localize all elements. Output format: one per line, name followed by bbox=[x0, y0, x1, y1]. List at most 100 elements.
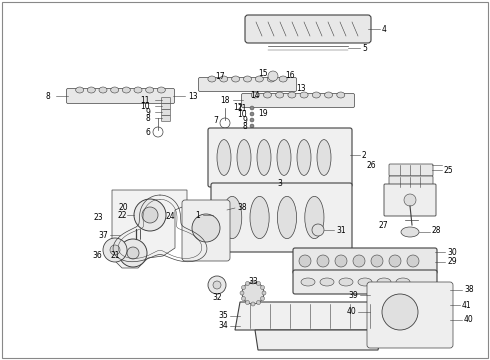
Text: 10: 10 bbox=[140, 102, 150, 111]
Circle shape bbox=[245, 301, 249, 305]
Text: 20: 20 bbox=[119, 202, 128, 212]
Ellipse shape bbox=[232, 76, 240, 82]
Text: 40: 40 bbox=[346, 307, 356, 316]
Text: 21: 21 bbox=[111, 252, 120, 261]
Circle shape bbox=[268, 71, 278, 81]
FancyBboxPatch shape bbox=[162, 116, 171, 122]
Text: 13: 13 bbox=[296, 84, 306, 93]
Circle shape bbox=[250, 106, 254, 110]
Circle shape bbox=[127, 247, 139, 259]
Polygon shape bbox=[235, 302, 400, 330]
Ellipse shape bbox=[337, 92, 345, 98]
Ellipse shape bbox=[297, 140, 311, 175]
FancyBboxPatch shape bbox=[162, 98, 171, 104]
Circle shape bbox=[192, 214, 220, 242]
FancyBboxPatch shape bbox=[198, 77, 296, 91]
Text: 9: 9 bbox=[145, 108, 150, 117]
Text: 2: 2 bbox=[362, 150, 367, 159]
Ellipse shape bbox=[87, 87, 96, 93]
Circle shape bbox=[389, 255, 401, 267]
Ellipse shape bbox=[339, 278, 353, 286]
Circle shape bbox=[213, 281, 221, 289]
Circle shape bbox=[353, 255, 365, 267]
FancyBboxPatch shape bbox=[389, 164, 433, 176]
Ellipse shape bbox=[301, 278, 315, 286]
FancyBboxPatch shape bbox=[384, 184, 436, 216]
Ellipse shape bbox=[75, 87, 84, 93]
FancyBboxPatch shape bbox=[211, 183, 352, 252]
Circle shape bbox=[242, 285, 245, 289]
Text: 28: 28 bbox=[432, 225, 441, 234]
Ellipse shape bbox=[312, 92, 320, 98]
Text: 34: 34 bbox=[218, 321, 228, 330]
Circle shape bbox=[208, 276, 226, 294]
Circle shape bbox=[245, 282, 249, 285]
PathPatch shape bbox=[112, 190, 187, 268]
Ellipse shape bbox=[358, 278, 372, 286]
Ellipse shape bbox=[244, 76, 251, 82]
Text: 31: 31 bbox=[336, 225, 345, 234]
Circle shape bbox=[407, 255, 419, 267]
Text: 33: 33 bbox=[248, 276, 258, 285]
Ellipse shape bbox=[305, 196, 324, 239]
Text: 25: 25 bbox=[444, 166, 454, 175]
FancyBboxPatch shape bbox=[245, 15, 371, 43]
Circle shape bbox=[134, 199, 166, 231]
Ellipse shape bbox=[300, 92, 308, 98]
Text: 37: 37 bbox=[98, 230, 108, 239]
Circle shape bbox=[261, 285, 265, 289]
Circle shape bbox=[317, 255, 329, 267]
Circle shape bbox=[371, 255, 383, 267]
Ellipse shape bbox=[208, 76, 216, 82]
Circle shape bbox=[240, 291, 244, 295]
Ellipse shape bbox=[99, 87, 107, 93]
Text: 8: 8 bbox=[145, 113, 150, 122]
Text: 23: 23 bbox=[94, 212, 103, 221]
Circle shape bbox=[299, 255, 311, 267]
Text: 19: 19 bbox=[258, 108, 268, 117]
Ellipse shape bbox=[217, 140, 231, 175]
Circle shape bbox=[119, 239, 147, 267]
Text: 12: 12 bbox=[234, 103, 243, 112]
Ellipse shape bbox=[277, 196, 296, 239]
Circle shape bbox=[256, 282, 261, 285]
Circle shape bbox=[262, 291, 266, 295]
Circle shape bbox=[242, 297, 245, 301]
Text: 1: 1 bbox=[195, 211, 200, 220]
Text: 10: 10 bbox=[237, 109, 247, 118]
Ellipse shape bbox=[146, 87, 154, 93]
Ellipse shape bbox=[396, 278, 410, 286]
Text: 15: 15 bbox=[258, 68, 268, 77]
Ellipse shape bbox=[220, 76, 228, 82]
Circle shape bbox=[261, 297, 265, 301]
Circle shape bbox=[251, 280, 255, 284]
Ellipse shape bbox=[277, 140, 291, 175]
Text: 13: 13 bbox=[188, 91, 197, 100]
Circle shape bbox=[256, 301, 261, 305]
Ellipse shape bbox=[264, 92, 271, 98]
FancyBboxPatch shape bbox=[182, 200, 230, 261]
Text: 5: 5 bbox=[362, 44, 367, 53]
Text: 11: 11 bbox=[141, 95, 150, 104]
Text: 39: 39 bbox=[348, 291, 358, 300]
Ellipse shape bbox=[257, 140, 271, 175]
Text: 4: 4 bbox=[382, 24, 387, 33]
Circle shape bbox=[250, 118, 254, 122]
Text: 6: 6 bbox=[145, 127, 150, 136]
Text: 35: 35 bbox=[218, 311, 228, 320]
Text: 27: 27 bbox=[378, 220, 388, 230]
Text: 38: 38 bbox=[237, 202, 246, 212]
Ellipse shape bbox=[255, 76, 264, 82]
Circle shape bbox=[335, 255, 347, 267]
Ellipse shape bbox=[401, 227, 419, 237]
Ellipse shape bbox=[122, 87, 130, 93]
FancyBboxPatch shape bbox=[67, 89, 174, 104]
Text: 40: 40 bbox=[464, 315, 474, 324]
Text: 36: 36 bbox=[92, 251, 102, 260]
Text: 17: 17 bbox=[215, 72, 225, 81]
Text: 11: 11 bbox=[238, 104, 247, 113]
Text: 7: 7 bbox=[213, 116, 218, 125]
Ellipse shape bbox=[111, 87, 119, 93]
Ellipse shape bbox=[222, 196, 242, 239]
Ellipse shape bbox=[377, 278, 391, 286]
